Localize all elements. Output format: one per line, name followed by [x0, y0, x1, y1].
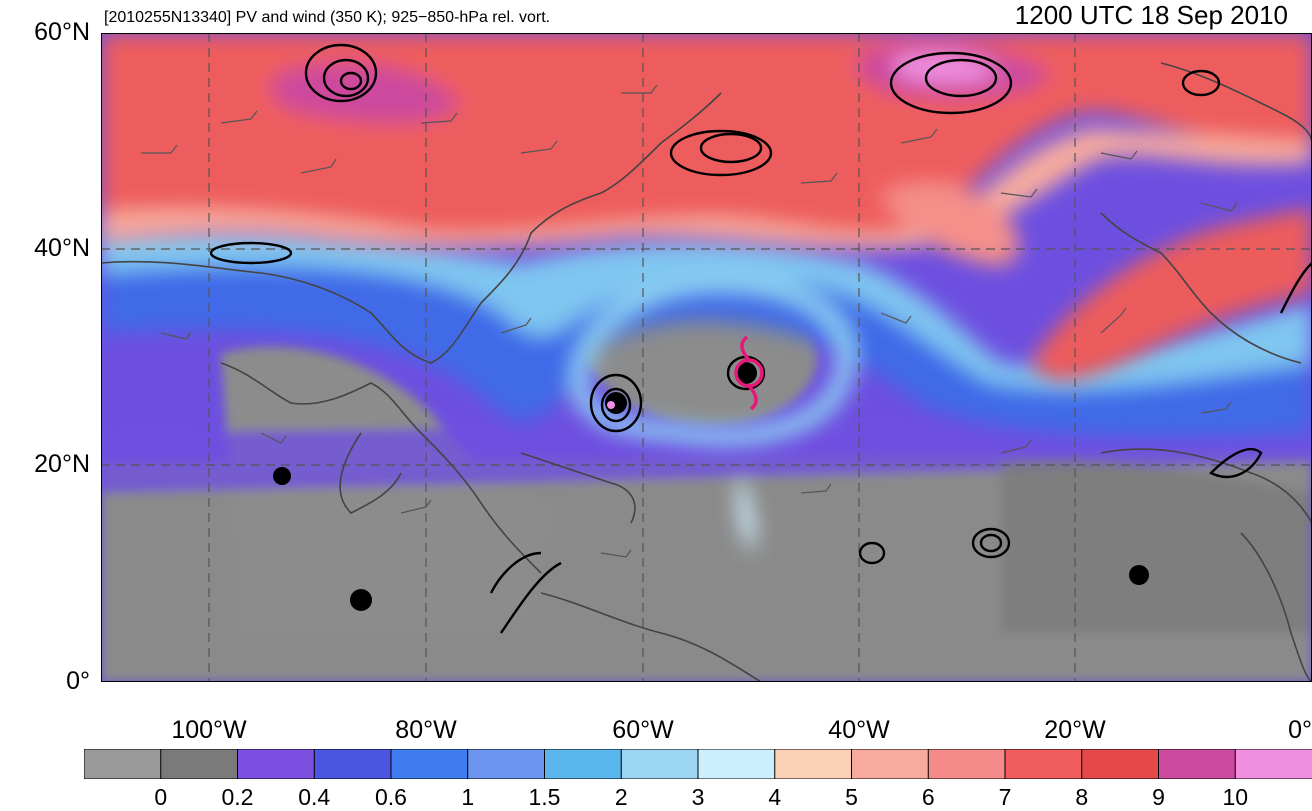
map-plot [101, 33, 1312, 682]
colorbar-tick-label: 6 [921, 784, 935, 810]
colorbar-tick-label: 7 [998, 784, 1012, 810]
map-graticule [101, 33, 1312, 682]
lat-label-20n: 20°N [34, 450, 90, 478]
colorbar-swatch [1234, 749, 1312, 779]
pv-mid-gray-africa [1001, 460, 1312, 633]
vortex-center-africa [1129, 565, 1149, 585]
colorbar-swatch [160, 749, 239, 779]
map-title: [2010255N13340] PV and wind (350 K); 925… [104, 9, 551, 26]
colorbar-swatch [851, 749, 930, 779]
colorbar-swatch [467, 749, 546, 779]
pv-vortex-ring [571, 272, 855, 446]
coastlines [101, 62, 1312, 682]
colorbar-tick-label: 2 [614, 784, 628, 810]
pv-purple-streak [101, 418, 1312, 493]
colorbar-tick-label: 1.5 [528, 784, 561, 810]
pv-colorbar [84, 749, 1312, 779]
colorbar-swatch [313, 749, 392, 779]
pv-salmon-edge [101, 128, 1312, 249]
colorbar-tick-label: 5 [845, 784, 858, 810]
lon-label-40w: 40°W [828, 716, 890, 744]
lat-label-40n: 40°N [34, 234, 90, 262]
colorbar-swatch [927, 749, 1006, 779]
colorbar-swatch [390, 749, 469, 779]
vorticity-contours [209, 43, 1312, 634]
lon-label-100w: 100°W [171, 716, 247, 744]
lat-label-60n: 60°N [34, 18, 90, 46]
lat-label-0: 0° [66, 667, 90, 695]
pv-low-gray-caribbean [221, 346, 561, 633]
colorbar-tick-label: 4 [768, 784, 782, 810]
vortex-center-atlantic-east [735, 362, 757, 384]
pv-red-tongue-east [1031, 208, 1312, 380]
vortex-center-pacific [350, 589, 372, 611]
colorbar-swatch [620, 749, 699, 779]
colorbar-tick-label: 0.6 [375, 784, 407, 810]
colorbar-swatch [697, 749, 776, 779]
colorbar-tick-label: 8 [1075, 784, 1089, 810]
colorbar-tick-label: 0 [154, 784, 168, 810]
colorbar-swatch [1004, 749, 1083, 779]
colorbar-tick-label: 0.4 [298, 784, 331, 810]
lon-label-60w: 60°W [612, 716, 674, 744]
pv-lightblue-band [101, 230, 1312, 390]
colorbar-swatch [237, 749, 316, 779]
vortex-center-gulf [273, 467, 291, 485]
colorbar-swatch [84, 749, 162, 779]
colorbar-swatch [1081, 749, 1160, 779]
colorbar-tick-label: 3 [691, 784, 705, 810]
colorbar-tick-label: 10 [1222, 784, 1249, 810]
wind-barbs [141, 84, 1238, 558]
pv-tropical-streamer [736, 473, 756, 553]
hurricane-symbol-icon [734, 335, 764, 411]
colorbar-swatch [1158, 749, 1237, 779]
lon-label-20w: 20°W [1044, 716, 1106, 744]
lon-label-0: 0° [1288, 716, 1312, 744]
colorbar-tick-label: 9 [1152, 784, 1165, 810]
colorbar-tick-label: 0.2 [221, 784, 254, 810]
map-datetime: 1200 UTC 18 Sep 2010 [1014, 0, 1288, 30]
colorbar-swatch [544, 749, 623, 779]
map-panel [101, 33, 1312, 682]
pv-blue-band [101, 241, 1312, 437]
colorbar-swatch [774, 749, 853, 779]
vortex-center-pink-core [607, 401, 615, 409]
pv-salmon-east [881, 183, 1020, 266]
colorbar-tick-label: 1 [461, 784, 475, 810]
lon-label-80w: 80°W [395, 716, 457, 744]
